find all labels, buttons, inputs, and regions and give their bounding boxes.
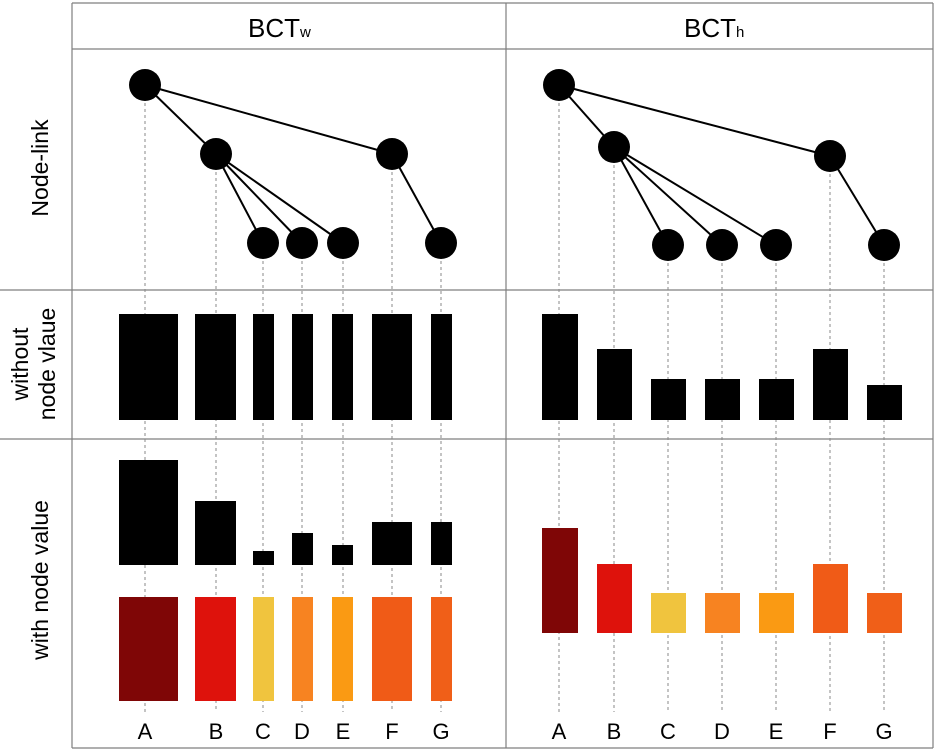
bar-without-value-e — [759, 379, 794, 420]
node-c — [652, 229, 684, 261]
node-letter-g: G — [432, 719, 449, 744]
edge-b-d — [215, 153, 303, 244]
edge-f-g — [829, 155, 885, 246]
node-a — [129, 69, 161, 101]
bar-without-value-g — [431, 314, 452, 420]
bar-without-value-c — [651, 379, 686, 420]
node-letter-b: B — [209, 719, 224, 744]
node-letter-d: D — [294, 719, 310, 744]
edge-b-d — [613, 146, 723, 246]
row-label-without-line2: node vlaue — [34, 308, 60, 421]
edge-a-f — [144, 84, 393, 155]
edge-b-c — [215, 153, 264, 244]
node-g — [425, 227, 457, 259]
bar-with-value-color-c — [253, 597, 274, 701]
bar-without-value-d — [292, 314, 313, 420]
node-f — [376, 138, 408, 170]
bar-with-value-black-f — [372, 522, 412, 565]
node-d — [286, 227, 318, 259]
panel-title-h: BCTh — [684, 13, 744, 43]
bar-with-value-color-g — [867, 593, 902, 633]
tree-w — [129, 69, 457, 259]
edge-b-e — [215, 153, 344, 244]
bar-with-value-black-a — [119, 460, 178, 565]
bar-with-value-color-b — [597, 564, 632, 633]
node-letter-a: A — [138, 719, 153, 744]
bar-without-value-c — [253, 314, 274, 420]
bar-with-value-black-b — [195, 501, 236, 565]
node-g — [868, 229, 900, 261]
edge-a-b — [144, 84, 217, 155]
bar-with-value-color-d — [705, 593, 740, 633]
bar-without-value-e — [332, 314, 353, 420]
panel-title-w: BCTw — [248, 13, 311, 43]
bar-with-value-color-g — [431, 597, 452, 701]
bar-with-value-black-g — [431, 522, 452, 565]
edge-b-e — [613, 146, 777, 246]
bar-without-value-f — [372, 314, 412, 420]
node-letter-a: A — [552, 719, 567, 744]
node-c — [247, 227, 279, 259]
node-e — [760, 229, 792, 261]
bar-with-value-black-c — [253, 551, 274, 565]
row-label-node-link: Node-link — [27, 119, 53, 217]
bar-with-value-color-e — [759, 593, 794, 633]
node-b — [598, 131, 630, 163]
node-letter-b: B — [607, 719, 622, 744]
edge-a-f — [558, 84, 831, 157]
bar-without-value-a — [542, 314, 578, 420]
bar-without-value-d — [705, 379, 740, 420]
bar-without-value-b — [195, 314, 236, 420]
node-a — [543, 69, 575, 101]
bar-without-value-a — [119, 314, 178, 420]
node-letter-f: F — [823, 719, 836, 744]
bar-with-value-color-b — [195, 597, 236, 701]
node-letter-e: E — [336, 719, 351, 744]
node-e — [327, 227, 359, 259]
node-d — [706, 229, 738, 261]
node-letter-e: E — [769, 719, 784, 744]
bar-with-value-black-d — [292, 533, 313, 565]
bar-with-value-black-e — [332, 545, 353, 565]
bar-with-value-color-d — [292, 597, 313, 701]
bar-without-value-f — [813, 349, 848, 420]
bar-with-value-color-a — [542, 528, 578, 633]
bar-with-value-color-f — [372, 597, 412, 701]
node-b — [200, 138, 232, 170]
bar-with-value-color-f — [813, 564, 848, 633]
bar-with-value-color-c — [651, 593, 686, 633]
bars-h — [542, 314, 902, 633]
letters-h: A B C D E F G — [552, 719, 893, 744]
bar-with-value-color-a — [119, 597, 178, 701]
node-letter-f: F — [385, 719, 398, 744]
edge-f-g — [391, 153, 442, 244]
node-letter-g: G — [875, 719, 892, 744]
node-f — [814, 140, 846, 172]
bar-without-value-b — [597, 349, 632, 420]
row-label-without-line1: without — [7, 327, 33, 401]
node-letter-c: C — [660, 719, 676, 744]
edge-b-c — [613, 146, 669, 246]
bars-w — [119, 314, 452, 701]
row-label-with: with node value — [27, 500, 53, 661]
tree-h — [543, 69, 900, 261]
node-letter-d: D — [714, 719, 730, 744]
bar-with-value-color-e — [332, 597, 353, 701]
bar-without-value-g — [867, 385, 902, 420]
node-letter-c: C — [255, 719, 271, 744]
